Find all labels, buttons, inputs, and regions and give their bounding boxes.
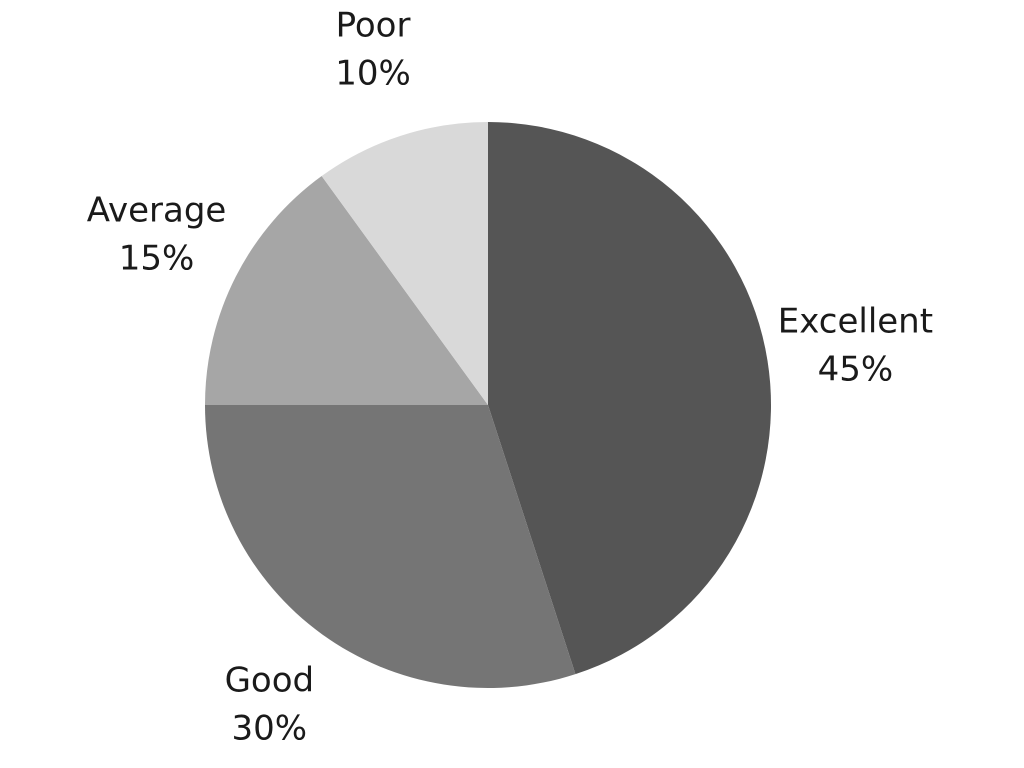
slice-value-label: 10% (335, 54, 411, 94)
slice-value-label: 30% (232, 708, 308, 748)
pie-slice (205, 405, 576, 689)
slice-value-label: 15% (119, 239, 195, 279)
slice-label: Poor (336, 6, 411, 46)
slice-value-label: 45% (818, 349, 894, 389)
pie-slice (205, 176, 488, 405)
slice-label: Excellent (778, 301, 933, 341)
slice-label: Good (225, 660, 315, 700)
pie-slice (321, 121, 488, 405)
pie-slice (488, 122, 771, 675)
slice-label: Average (87, 191, 227, 231)
